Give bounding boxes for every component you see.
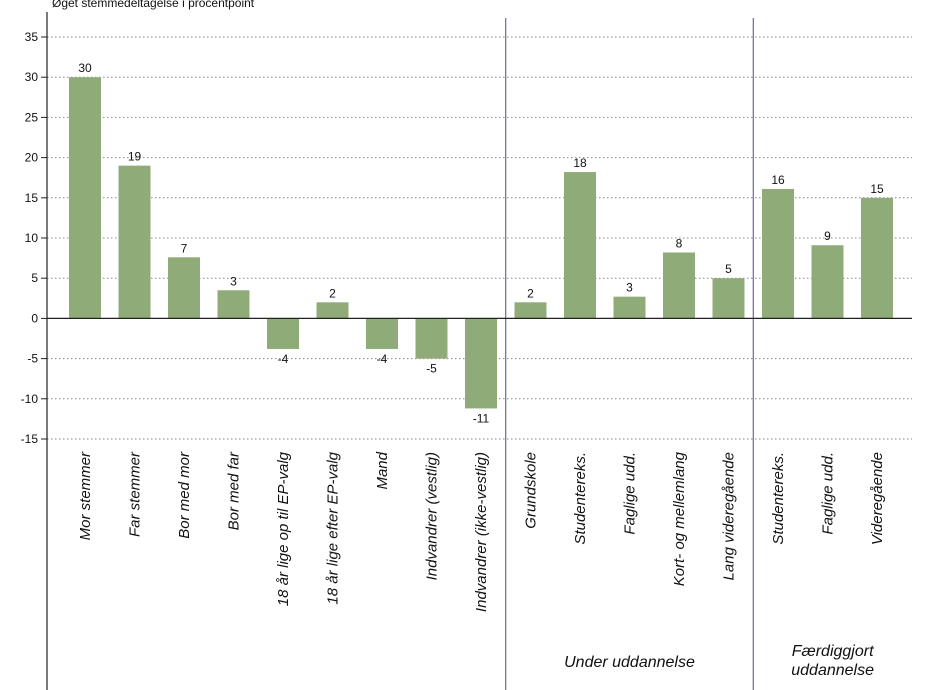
category-label: Far stemmer — [127, 451, 144, 537]
bar — [168, 257, 200, 319]
data-label: -5 — [426, 362, 437, 376]
data-label: -4 — [278, 352, 289, 366]
bar — [267, 318, 299, 349]
data-label: 3 — [230, 274, 237, 288]
bar — [465, 318, 497, 409]
bar — [316, 302, 349, 319]
y-tick-label: -15 — [21, 432, 39, 446]
data-label: 5 — [725, 262, 732, 276]
y-tick-label: 20 — [25, 151, 39, 165]
bar — [712, 278, 745, 319]
category-label: Kort- og mellemlang — [671, 451, 688, 586]
category-label: Lang videregående — [721, 452, 738, 580]
group-dividers — [505, 18, 754, 690]
y-axis-ticks: 35 30 25 20 15 10 5 0 -5 -10 -15 — [21, 30, 47, 446]
data-label: -4 — [377, 352, 388, 366]
category-label: Faglige udd. — [622, 452, 639, 535]
data-labels: 30 19 7 3 -4 2 -4 -5 -11 2 18 3 8 5 16 9 15 — [78, 61, 884, 425]
y-tick-label: 15 — [25, 191, 39, 205]
bar — [663, 252, 695, 319]
category-label: Bor med far — [226, 451, 243, 530]
y-tick-label: 5 — [31, 271, 38, 285]
bars — [69, 77, 893, 409]
bar — [217, 290, 250, 319]
bar — [861, 197, 893, 319]
category-label: Faglige udd. — [820, 452, 837, 535]
data-label: 16 — [771, 173, 785, 187]
group-label: Færdiggjort uddannelse — [791, 643, 874, 679]
category-label: Indvandrer (ikke-vestlig) — [473, 452, 490, 612]
category-label: Mand — [374, 451, 391, 489]
bar — [514, 302, 547, 319]
bar — [69, 77, 101, 319]
data-label: 8 — [676, 236, 683, 250]
category-label: 18 år lige op til EP-valg — [275, 451, 292, 606]
category-label: Studentereks. — [572, 452, 589, 545]
bar — [762, 188, 794, 319]
bar — [613, 296, 646, 319]
data-label: 3 — [626, 281, 633, 295]
data-label: -11 — [473, 411, 490, 425]
category-label: Studentereks. — [770, 452, 787, 545]
data-label: 9 — [824, 229, 831, 243]
data-label: 19 — [128, 150, 142, 164]
y-tick-label: 25 — [25, 110, 39, 124]
category-labels: Mor stemmer Far stemmer Bor med mor Bor med… — [77, 451, 886, 612]
top-text: Øget stemmedeltagelse i procentpoint — [52, 0, 255, 10]
data-label: 18 — [573, 156, 587, 170]
y-tick-label: -10 — [21, 392, 39, 406]
bar — [415, 318, 448, 359]
bar — [811, 245, 844, 319]
y-tick-label: 10 — [25, 231, 39, 245]
bar — [366, 318, 398, 349]
group-labels: Under uddannelse Færdiggjort uddannelse — [564, 643, 874, 679]
category-label: 18 år lige efter EP-valg — [325, 451, 342, 604]
bar — [564, 172, 596, 319]
data-label: 15 — [870, 182, 884, 196]
category-label: Grundskole — [523, 452, 540, 529]
group-label: Under uddannelse — [564, 654, 695, 671]
y-tick-label: -5 — [27, 352, 38, 366]
y-tick-label: 0 — [31, 311, 38, 325]
category-label: Videregående — [869, 452, 886, 545]
y-tick-label: 35 — [25, 30, 39, 44]
y-tick-label: 30 — [25, 70, 39, 84]
data-label: 30 — [78, 61, 92, 75]
category-label: Mor stemmer — [77, 451, 94, 540]
category-label: Bor med mor — [176, 451, 193, 539]
bar — [118, 165, 151, 319]
data-label: 7 — [181, 241, 188, 255]
category-label: Indvandrer (vestlig) — [424, 452, 441, 580]
data-label: 2 — [329, 286, 336, 300]
data-label: 2 — [527, 286, 534, 300]
